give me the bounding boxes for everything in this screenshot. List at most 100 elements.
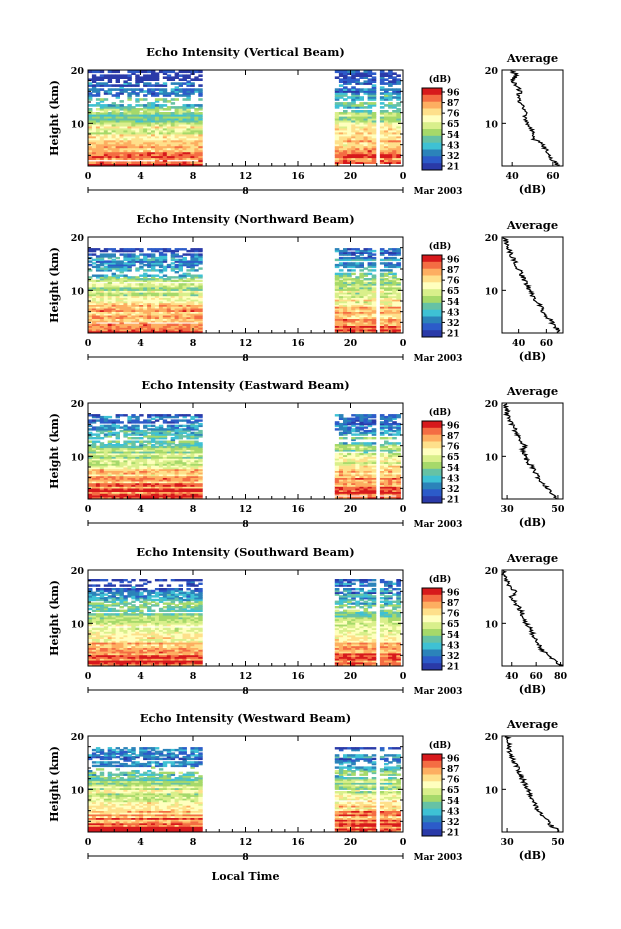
heatmap-cell <box>367 295 373 298</box>
heatmap-cell <box>170 283 176 286</box>
profile-y-tick-label: 10 <box>485 119 499 130</box>
heatmap-cell <box>119 112 124 115</box>
heatmap-cell <box>131 299 136 302</box>
heatmap-cell <box>174 131 179 135</box>
heatmap-cell <box>143 451 148 454</box>
heatmap-cell <box>91 279 97 283</box>
heatmap-cell <box>392 281 397 284</box>
heatmap-cell <box>363 292 369 295</box>
heatmap-cell <box>371 297 377 300</box>
heatmap-cell <box>123 300 128 304</box>
heatmap-cell <box>158 108 164 111</box>
heatmap-cell <box>143 473 148 477</box>
heatmap-cell <box>131 133 136 137</box>
heatmap-cell <box>111 486 116 489</box>
heatmap-cell <box>166 323 172 326</box>
heatmap-cell <box>139 131 144 135</box>
heatmap-cell <box>154 258 160 262</box>
heatmap-cell <box>166 74 172 77</box>
heatmap-cell <box>343 491 348 494</box>
heatmap-cell <box>154 482 160 485</box>
heatmap-cell <box>99 463 105 466</box>
heatmap-cell <box>135 151 140 155</box>
heatmap-cell <box>115 96 120 99</box>
heatmap-cell <box>194 323 199 326</box>
heatmap-cell <box>151 119 156 123</box>
heatmap-cell <box>119 306 124 309</box>
heatmap-cell <box>88 316 93 319</box>
heatmap-cell <box>392 486 397 489</box>
heatmap-cell <box>388 106 393 109</box>
heatmap-cell <box>91 461 97 464</box>
heatmap-cell <box>174 480 179 484</box>
heatmap-cell <box>99 114 105 117</box>
heatmap-cell <box>367 286 373 290</box>
heatmap-cell <box>178 139 183 143</box>
y-tick-label: 10 <box>71 286 85 297</box>
heatmap-cell <box>143 465 148 468</box>
heatmap-cell <box>103 135 109 139</box>
heatmap-cell <box>190 468 195 471</box>
heatmap-cell <box>91 137 97 141</box>
heatmap-cell <box>91 141 97 145</box>
heatmap-cell <box>115 76 120 79</box>
heatmap-cell <box>115 74 120 77</box>
heatmap-cell <box>115 419 120 422</box>
heatmap-cell <box>194 161 199 164</box>
heatmap-cell <box>367 129 373 133</box>
heatmap-cell <box>154 127 160 131</box>
heatmap-cell <box>396 285 401 288</box>
heatmap-cell <box>123 129 128 133</box>
heatmap-cell <box>91 135 97 139</box>
heatmap-cell <box>359 76 364 79</box>
heatmap-cell <box>355 258 360 262</box>
heatmap-cell <box>190 131 195 135</box>
heatmap-cell <box>384 78 389 81</box>
heatmap-cell <box>371 72 377 75</box>
heatmap-cell <box>338 293 344 297</box>
heatmap-cell <box>347 139 352 143</box>
heatmap-cell <box>154 320 160 323</box>
heatmap-cell <box>182 123 187 127</box>
heatmap-cell <box>143 468 148 471</box>
heatmap-cell <box>396 295 401 298</box>
heatmap-cell <box>162 330 168 333</box>
heatmap-cell <box>186 260 191 263</box>
heatmap-cell <box>194 494 199 498</box>
heatmap-cell <box>186 316 191 319</box>
heatmap-cell <box>371 300 377 304</box>
heatmap-cell <box>396 110 401 113</box>
heatmap-cell <box>198 475 203 478</box>
heatmap-cell <box>347 297 352 300</box>
heatmap-cell <box>127 297 132 300</box>
heatmap-cell <box>182 127 187 131</box>
heatmap-cell <box>147 496 152 499</box>
heatmap-cell <box>194 465 199 468</box>
heatmap-cell <box>367 161 373 164</box>
heatmap-cell <box>363 290 369 293</box>
heatmap-cell <box>111 466 116 470</box>
heatmap-cell <box>111 125 116 129</box>
heatmap-cell <box>139 482 144 485</box>
heatmap-cell <box>135 421 140 424</box>
heatmap-cell <box>190 121 195 125</box>
heatmap-cell <box>334 139 340 143</box>
heatmap-cell <box>139 458 144 461</box>
heatmap-cell <box>359 123 364 127</box>
heatmap-cell <box>170 491 176 494</box>
heatmap-cell <box>119 328 124 332</box>
heatmap-cell <box>119 108 124 111</box>
heatmap-cell <box>147 123 152 127</box>
heatmap-cell <box>343 279 348 283</box>
heatmap-cell <box>151 262 156 265</box>
heatmap-cell <box>115 414 120 417</box>
heatmap-cell <box>143 330 148 333</box>
heatmap-cell <box>123 286 128 290</box>
heatmap-cell <box>388 323 393 326</box>
heatmap-cell <box>147 300 152 304</box>
heatmap-cell <box>166 318 172 321</box>
heatmap-cell <box>115 265 120 269</box>
heatmap-cell <box>131 447 136 450</box>
heatmap-cell <box>166 491 172 494</box>
heatmap-cell <box>334 278 340 281</box>
